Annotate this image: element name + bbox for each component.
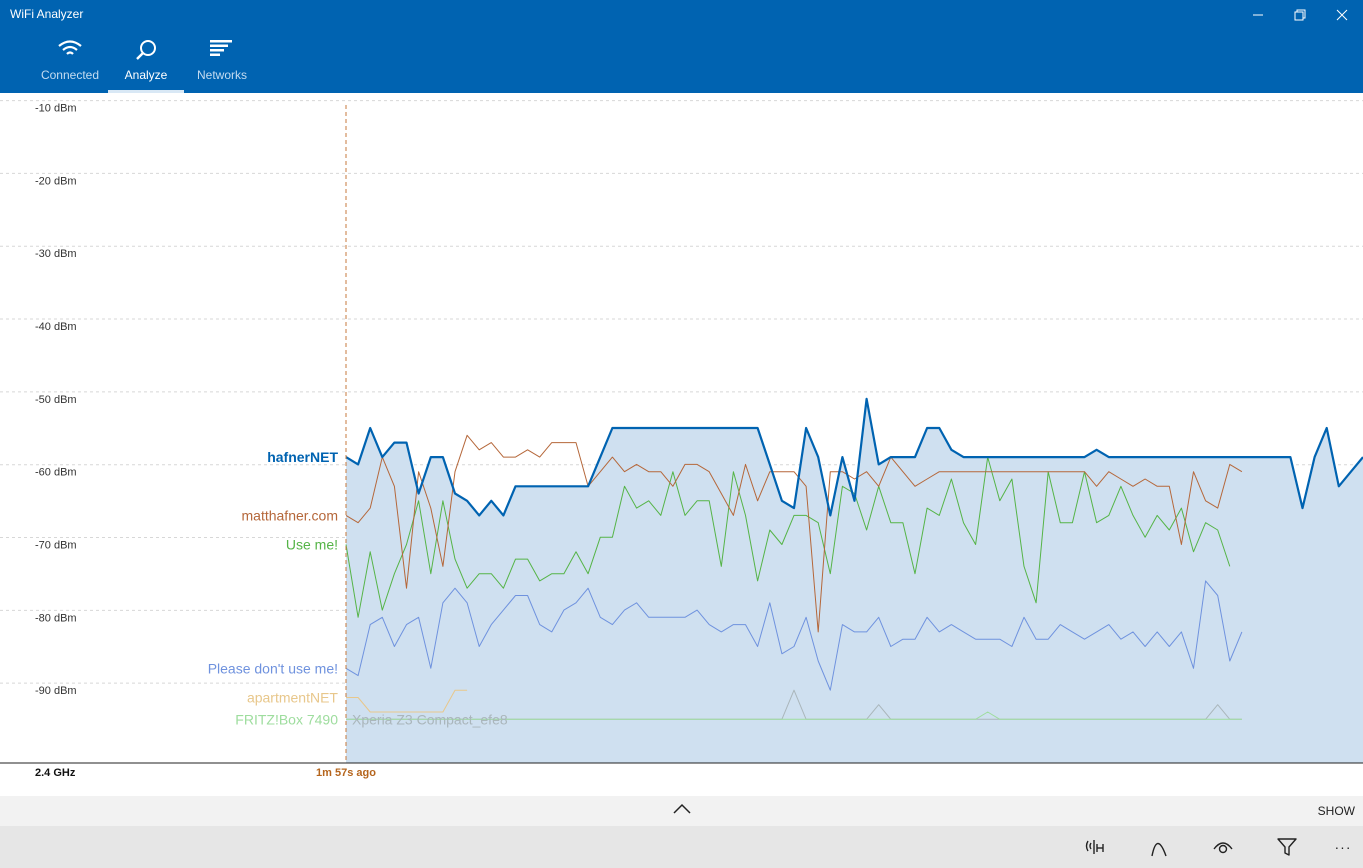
series-line: [345, 580, 1243, 691]
y-tick-label: -40 dBm: [35, 321, 77, 333]
tab-networks[interactable]: Networks: [184, 30, 260, 93]
restore-button[interactable]: [1277, 0, 1323, 30]
y-tick-label: -80 dBm: [35, 612, 77, 624]
channel-curve-icon: [1151, 842, 1167, 857]
chevron-up-icon[interactable]: [672, 802, 692, 816]
eye-icon: [1213, 842, 1233, 854]
expand-panel-bar[interactable]: SHOW: [0, 796, 1363, 826]
series-label: Use me!: [286, 537, 338, 553]
filter-icon: [1277, 838, 1297, 856]
series-label: apartmentNET: [247, 689, 338, 705]
series-label: FRITZ!Box 7490: [235, 711, 338, 727]
series-line: [345, 434, 1243, 633]
series-line: [346, 711, 1242, 720]
show-button[interactable]: SHOW: [1317, 804, 1355, 818]
y-tick-label: -60 dBm: [35, 467, 77, 479]
series-line: [345, 456, 1231, 618]
y-tick-label: -20 dBm: [35, 175, 77, 187]
y-tick-label: -10 dBm: [35, 103, 77, 115]
y-tick-label: -50 dBm: [35, 394, 77, 406]
series-label: matthafner.com: [242, 507, 339, 523]
close-icon: [1336, 9, 1348, 21]
y-tick-label: -90 dBm: [35, 685, 77, 697]
y-tick-label: -70 dBm: [35, 540, 77, 552]
tab-label: Analyze: [124, 68, 168, 82]
list-icon: [210, 40, 232, 56]
time-label: 1m 57s ago: [316, 767, 376, 779]
series-label: Please don't use me!: [208, 660, 338, 676]
channel-view-button[interactable]: [1143, 834, 1175, 860]
series-label: Xperia Z3 Compact_efe8: [352, 711, 508, 727]
tab-connected[interactable]: Connected: [32, 30, 108, 93]
active-tab-indicator: [108, 90, 184, 93]
title-bar: WiFi Analyzer: [0, 0, 1363, 30]
tab-label: Networks: [196, 68, 247, 82]
restore-icon: [1294, 9, 1306, 21]
minimize-button[interactable]: [1235, 0, 1281, 30]
more-button[interactable]: ···: [1327, 834, 1359, 860]
series-line: [346, 689, 468, 713]
antenna-button[interactable]: [1079, 834, 1111, 860]
minimize-icon: [1253, 14, 1263, 16]
visibility-button[interactable]: [1207, 834, 1239, 860]
series-label: hafnerNET: [267, 449, 338, 465]
command-bar: ···: [0, 826, 1363, 868]
more-icon: ···: [1334, 839, 1352, 855]
signal-strength-chart: -10 dBm -20 dBm -30 dBm -40 dBm -50 dBm -60 d…: [0, 100, 1363, 779]
y-tick-label: -30 dBm: [35, 248, 77, 260]
close-button[interactable]: [1319, 0, 1363, 30]
tab-analyze[interactable]: Analyze: [108, 30, 184, 93]
magnifier-icon: [136, 40, 156, 60]
nav-bar: Connected Analyze Networks: [0, 30, 1363, 93]
band-label: 2.4 GHz: [35, 767, 76, 779]
window-title: WiFi Analyzer: [10, 7, 84, 21]
series-line: [345, 397, 1363, 517]
filter-button[interactable]: [1271, 834, 1303, 860]
antenna-icon: [1085, 840, 1104, 854]
wifi-icon: [58, 40, 82, 55]
signal-area: [346, 398, 1363, 763]
tab-label: Connected: [40, 68, 100, 82]
